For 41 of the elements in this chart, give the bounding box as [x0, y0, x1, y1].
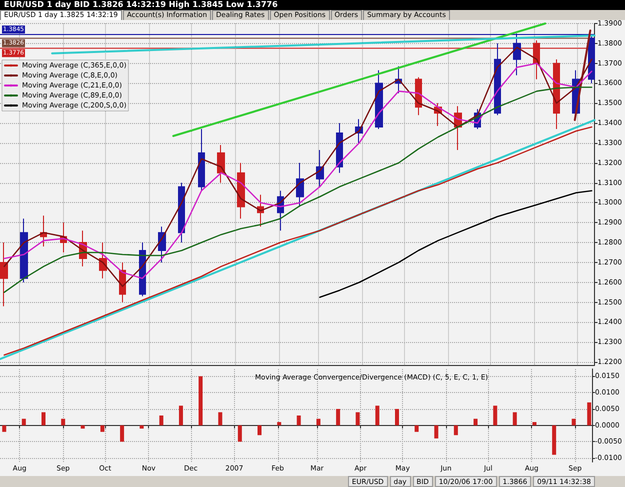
- candlestick: [375, 70, 383, 130]
- candlestick: [296, 162, 304, 208]
- bar: [277, 422, 282, 426]
- bar: [454, 425, 458, 436]
- candlestick: [198, 128, 205, 192]
- bar: [159, 416, 164, 426]
- bar: [587, 402, 592, 426]
- bar: [316, 418, 320, 426]
- bar: [434, 425, 438, 438]
- bar: [296, 416, 301, 426]
- bar: [22, 418, 26, 426]
- bar: [238, 425, 242, 442]
- candlestick: [237, 162, 245, 220]
- bar: [512, 412, 517, 426]
- bar: [80, 425, 85, 429]
- bar: [178, 406, 183, 426]
- bar: [356, 412, 360, 426]
- bar: [532, 422, 536, 426]
- bar: [120, 425, 124, 442]
- chart-title: EUR/USD 1 day BID 1.3826 14:32:19 High 1.3845 Low 1.3776: [0, 0, 625, 10]
- bar: [198, 376, 203, 426]
- candlestick: [178, 182, 185, 244]
- bar: [100, 425, 104, 432]
- line-series: [319, 190, 592, 298]
- bar: [258, 425, 262, 436]
- bar: [61, 418, 66, 426]
- candlestick: [20, 218, 28, 283]
- bar: [41, 412, 46, 426]
- bar: [572, 418, 576, 426]
- bar: [493, 406, 498, 426]
- bar: [140, 425, 144, 429]
- bar: [414, 425, 419, 432]
- bar: [394, 408, 399, 426]
- candlestick: [217, 144, 225, 184]
- bar: [552, 425, 556, 455]
- bar: [218, 412, 222, 426]
- bar: [336, 408, 340, 426]
- bar: [2, 425, 6, 432]
- candlestick: [0, 242, 8, 307]
- bar: [375, 406, 380, 426]
- bar: [474, 418, 478, 426]
